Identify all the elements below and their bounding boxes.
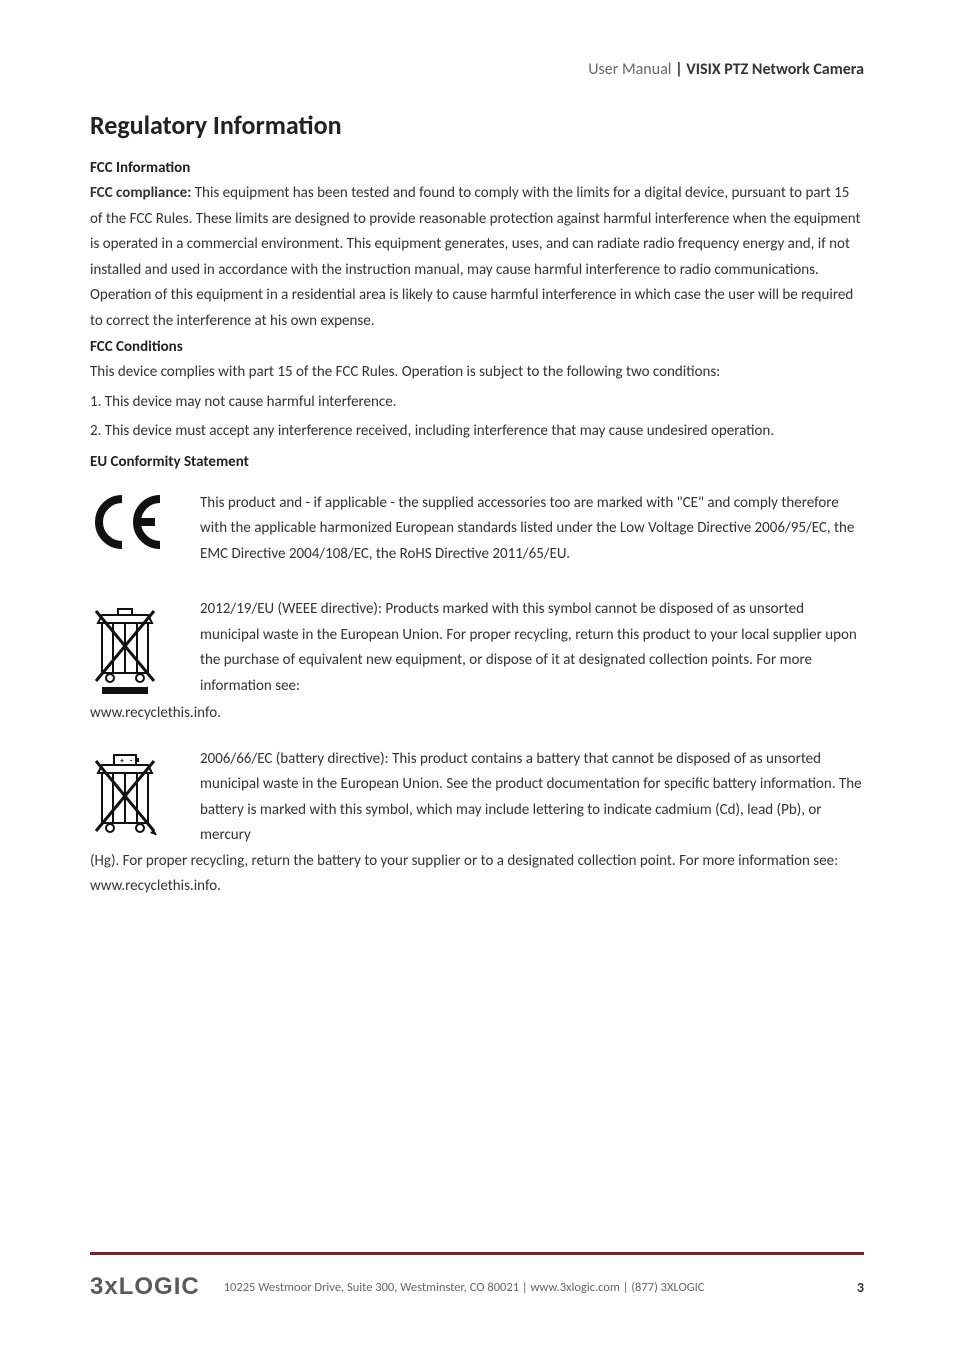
fcc-compliance-paragraph: FCC compliance: This equipment has been … bbox=[90, 181, 864, 334]
ce-block: This product and - if applicable - the s… bbox=[90, 491, 864, 568]
fcc-condition-2: 2. This device must accept any interfere… bbox=[90, 419, 864, 445]
fcc-compliance-label: FCC compliance: bbox=[90, 184, 195, 202]
section-title: Regulatory Information bbox=[90, 109, 864, 141]
document-page: User Manual | VISIX PTZ Network Camera R… bbox=[0, 0, 954, 900]
ce-text: This product and - if applicable - the s… bbox=[200, 491, 864, 568]
weee-continuation: www.recyclethis.info. bbox=[90, 701, 864, 727]
battery-text: 2006/66/EC (battery directive): This pro… bbox=[200, 747, 864, 849]
footer-page-number: 3 bbox=[857, 1279, 864, 1296]
footer-logo: 3xLOGIC bbox=[90, 1273, 200, 1301]
svg-text:+: + bbox=[120, 756, 124, 766]
page-footer: 3xLOGIC 10225 Westmoor Drive, Suite 300,… bbox=[0, 1252, 954, 1301]
fcc-conditions-heading: FCC Conditions bbox=[90, 338, 864, 356]
weee-bin-icon bbox=[90, 597, 200, 701]
fcc-conditions-intro: This device complies with part 15 of the… bbox=[90, 360, 864, 386]
weee-text: 2012/19/EU (WEEE directive): Products ma… bbox=[200, 597, 864, 699]
footer-row: 3xLOGIC 10225 Westmoor Drive, Suite 300,… bbox=[90, 1273, 864, 1301]
ce-mark-icon bbox=[90, 491, 200, 554]
weee-block: 2012/19/EU (WEEE directive): Products ma… bbox=[90, 597, 864, 701]
footer-address: 10225 Westmoor Drive, Suite 300, Westmin… bbox=[200, 1280, 857, 1295]
battery-bin-icon: + - bbox=[90, 747, 200, 846]
fcc-compliance-text: This equipment has been tested and found… bbox=[90, 184, 861, 330]
battery-block: + - 2006/66/EC (battery directive): This… bbox=[90, 747, 864, 849]
eu-conformity-heading: EU Conformity Statement bbox=[90, 453, 864, 471]
battery-continuation: (Hg). For proper recycling, return the b… bbox=[90, 849, 864, 900]
fcc-info-heading: FCC Information bbox=[90, 159, 864, 177]
header-title: | VISIX PTZ Network Camera bbox=[675, 60, 864, 79]
fcc-condition-1: 1. This device may not cause harmful int… bbox=[90, 390, 864, 416]
footer-rule bbox=[90, 1252, 864, 1255]
header-prefix: User Manual bbox=[588, 60, 675, 79]
page-header: User Manual | VISIX PTZ Network Camera bbox=[90, 60, 864, 79]
